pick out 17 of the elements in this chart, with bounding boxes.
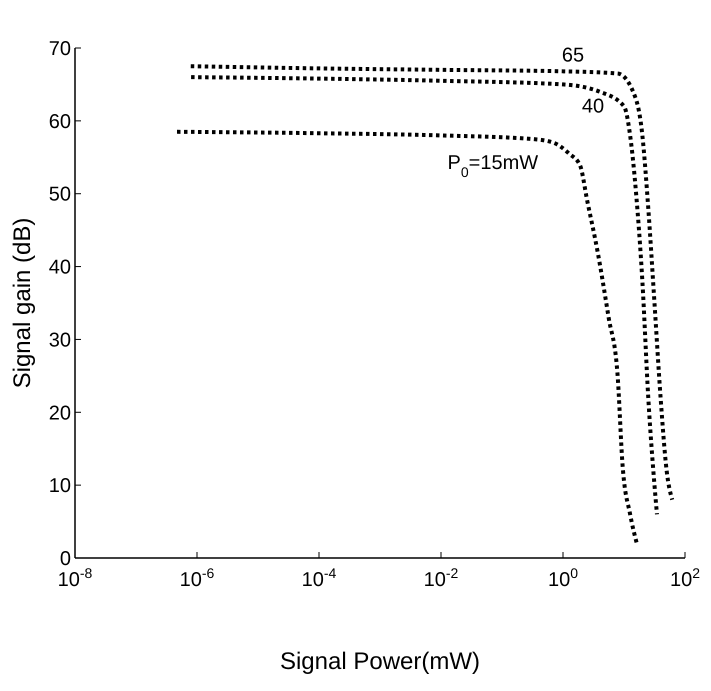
y-tick-label: 20 bbox=[48, 402, 71, 424]
series-label: 40 bbox=[582, 95, 604, 118]
y-axis-title: Signal gain (dB) bbox=[9, 218, 36, 388]
x-tick-label: 10$^{-4}$ bbox=[302, 565, 337, 591]
x-tick-label: 10$^{-2}$ bbox=[424, 565, 459, 591]
x-tick-label: 10$^{2}$ bbox=[670, 565, 700, 591]
x-axis-title: Signal Power(mW) bbox=[280, 648, 480, 675]
series-label: 65 bbox=[562, 44, 584, 66]
y-tick-label: 10 bbox=[48, 475, 71, 498]
x-tick-label: 10$^{0}$ bbox=[548, 565, 578, 591]
series-label: P$_{0}$=15mW bbox=[448, 152, 538, 180]
y-tick-label: 60 bbox=[48, 110, 71, 133]
y-tick-label: 70 bbox=[48, 38, 71, 60]
y-tick-label: 30 bbox=[48, 329, 71, 352]
y-tick-label: 40 bbox=[48, 256, 71, 279]
x-tick-label: 10$^{-6}$ bbox=[180, 565, 215, 591]
y-tick-label: 50 bbox=[48, 184, 71, 206]
